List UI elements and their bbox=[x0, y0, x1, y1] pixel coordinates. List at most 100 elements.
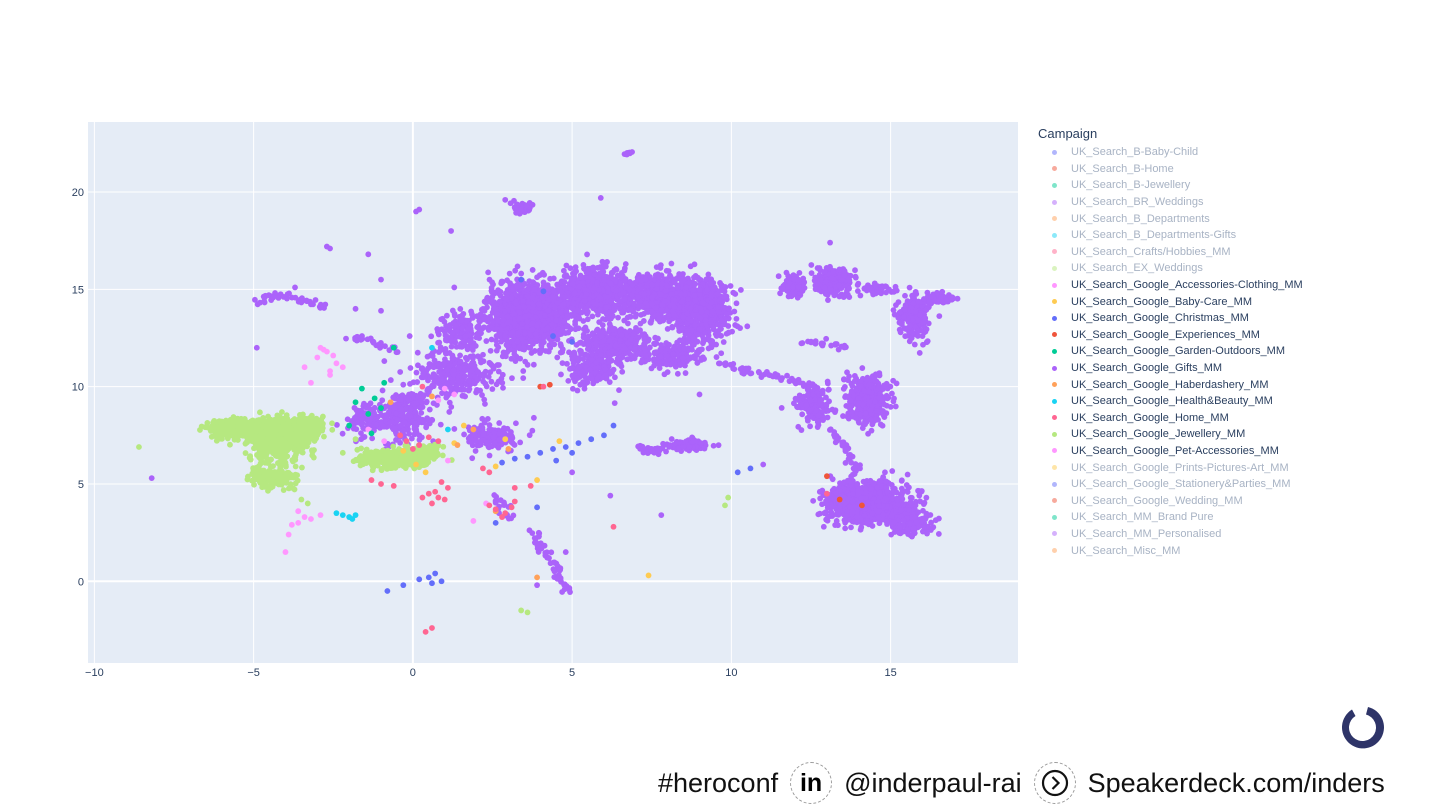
scatter-point bbox=[694, 331, 701, 338]
scatter-point bbox=[676, 304, 683, 311]
scatter-point bbox=[829, 510, 835, 517]
scatter-point bbox=[651, 350, 658, 357]
scatter-point bbox=[679, 355, 686, 362]
scatter-point bbox=[564, 312, 571, 319]
scatter-point bbox=[868, 486, 875, 492]
scatter-point bbox=[578, 302, 584, 309]
scatter-point bbox=[499, 371, 506, 378]
scatter-point bbox=[427, 385, 434, 391]
scatter-point bbox=[642, 299, 649, 306]
scatter-point bbox=[484, 318, 491, 325]
scatter-point bbox=[493, 347, 500, 354]
scatter-point bbox=[444, 371, 451, 378]
scatter-point bbox=[649, 281, 656, 288]
scatter-point bbox=[529, 320, 536, 327]
scatter-point bbox=[570, 300, 577, 307]
scatter-point bbox=[584, 316, 591, 323]
scatter-point bbox=[453, 343, 460, 350]
scatter-point bbox=[611, 400, 618, 406]
scatter-point bbox=[663, 361, 670, 368]
scatter-point bbox=[659, 281, 666, 288]
scatter-point bbox=[488, 378, 495, 385]
scatter-point bbox=[450, 367, 457, 374]
scatter-point bbox=[682, 370, 689, 376]
scatter-point bbox=[381, 358, 388, 364]
scatter-point bbox=[589, 351, 595, 358]
scatter-point bbox=[451, 312, 458, 319]
scatter-point bbox=[721, 293, 728, 300]
scatter-point bbox=[835, 522, 841, 529]
scatter-point bbox=[923, 494, 930, 501]
scatter-point bbox=[443, 333, 450, 340]
scatter-point bbox=[569, 365, 575, 372]
scatter-point bbox=[642, 339, 649, 345]
scatter-point bbox=[522, 358, 529, 365]
scatter-point bbox=[738, 287, 744, 293]
scatter-point bbox=[630, 331, 637, 337]
scatter-point bbox=[869, 510, 876, 517]
scatter-point bbox=[547, 344, 554, 351]
scatter-point bbox=[683, 284, 690, 291]
scatter-point bbox=[556, 331, 562, 338]
scatter-point bbox=[655, 271, 661, 278]
scatter-point bbox=[675, 285, 681, 291]
scatter-point bbox=[529, 326, 536, 333]
scatter-point bbox=[715, 304, 721, 310]
scatter-point bbox=[580, 261, 587, 268]
scatter-point bbox=[681, 345, 688, 352]
scatter-point bbox=[625, 320, 631, 327]
scatter-point bbox=[437, 347, 444, 353]
scatter-point bbox=[509, 375, 515, 382]
scatter-point bbox=[876, 489, 883, 496]
scatter-point bbox=[616, 387, 622, 394]
scatter-point bbox=[589, 376, 596, 382]
scatter-point bbox=[475, 324, 481, 331]
scatter-point bbox=[657, 291, 664, 298]
scatter-point bbox=[512, 298, 519, 305]
scatter-point bbox=[652, 305, 659, 311]
scatter-point bbox=[671, 277, 678, 284]
scatter-point bbox=[498, 278, 505, 285]
scatter-point bbox=[520, 344, 527, 351]
x-tick-label: −10 bbox=[85, 667, 104, 679]
scatter-point bbox=[459, 325, 466, 332]
scatter-point bbox=[698, 357, 705, 363]
scatter-point bbox=[496, 298, 503, 305]
scatter-point bbox=[657, 318, 663, 325]
scatter-point bbox=[500, 384, 506, 391]
scatter-point bbox=[572, 326, 579, 333]
scatter-point bbox=[586, 366, 593, 373]
scatter-point bbox=[449, 379, 456, 386]
scatter-point bbox=[570, 360, 577, 367]
scatter-point bbox=[606, 358, 612, 365]
scatter-point bbox=[606, 337, 613, 344]
scatter-point bbox=[602, 263, 609, 270]
x-tick-label: 10 bbox=[725, 667, 737, 679]
y-tick-label: 15 bbox=[72, 284, 84, 296]
scatter-point bbox=[558, 289, 565, 295]
scatter-point bbox=[680, 271, 686, 277]
scatter-point bbox=[820, 523, 827, 530]
scatter-point bbox=[829, 504, 836, 510]
y-tick-label: 0 bbox=[78, 576, 84, 588]
scatter-point bbox=[684, 310, 690, 317]
scatter-point bbox=[397, 369, 404, 375]
scatter-point bbox=[489, 386, 496, 392]
scatter-point bbox=[693, 351, 700, 358]
scatter-point bbox=[596, 356, 603, 363]
scatter-point bbox=[574, 387, 581, 394]
scatter-point bbox=[607, 298, 614, 305]
scatter-point bbox=[526, 344, 533, 351]
scatter-point bbox=[500, 317, 507, 323]
scatter-point bbox=[536, 290, 542, 296]
y-tick-label: 10 bbox=[72, 382, 84, 394]
scatter-point bbox=[618, 363, 625, 370]
scatter-point bbox=[606, 368, 613, 375]
scatter-point bbox=[526, 330, 533, 337]
scatter-point bbox=[622, 277, 629, 284]
scatter-point bbox=[662, 287, 669, 294]
scatter-point bbox=[514, 338, 521, 345]
scatter-point bbox=[658, 342, 665, 348]
scatter-point bbox=[451, 338, 458, 344]
scatter-point bbox=[464, 326, 471, 333]
